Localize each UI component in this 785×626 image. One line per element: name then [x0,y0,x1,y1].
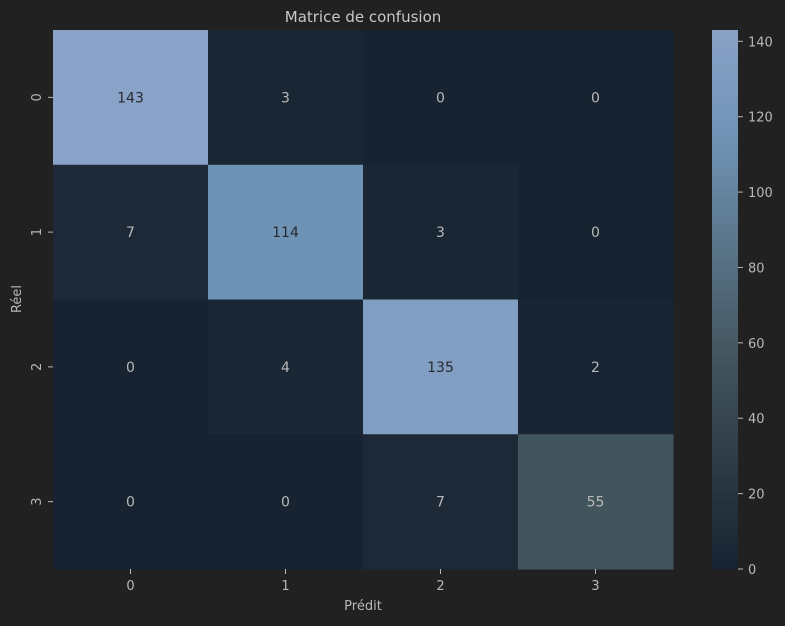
colorbar [712,30,738,569]
heatmap-cell [363,299,519,435]
heatmap-cell [363,434,519,570]
x-axis-label: Prédit [344,599,382,614]
x-tick-label: 0 [126,579,134,594]
y-tick-label: 1 [30,228,45,236]
cell-value-label: 0 [126,495,135,511]
colorbar-tick-label: 140 [748,35,773,50]
cell-value-label: 0 [591,225,600,241]
colorbar-tick-label: 20 [748,488,765,503]
heatmap-cell [208,30,364,166]
y-tick-label: 0 [30,93,45,101]
colorbar-ticks: 0 20 40 60 80 100 120 140 [738,35,773,578]
x-axis-ticks: 0 1 2 3 [126,569,600,594]
cell-value-label: 55 [587,495,605,511]
colorbar-tick-label: 80 [748,261,765,276]
colorbar-tick-label: 40 [748,412,765,427]
cell-value-label: 3 [436,225,445,241]
colorbar-tick-label: 0 [748,563,756,578]
cell-value-label: 0 [591,90,600,106]
heatmap-cell [518,299,674,435]
heatmap-cell [363,30,519,166]
heatmap-cell [53,30,209,166]
cell-value-label: 135 [427,360,454,376]
cell-value-label: 3 [281,90,290,106]
heatmap-cell [363,164,519,300]
cell-value-label: 0 [436,90,445,106]
heatmap-cell [518,434,674,570]
heatmap-cell [53,434,209,570]
heatmap-cell [208,434,364,570]
cell-value-label: 0 [281,495,290,511]
cell-value-label: 114 [272,225,299,241]
heatmap-cell [53,299,209,435]
heatmap-cell [518,30,674,166]
heatmap-cell [208,299,364,435]
y-axis-ticks: 0 1 2 3 [30,93,53,506]
x-tick-label: 2 [436,579,444,594]
colorbar-tick-label: 60 [748,337,765,352]
heatmap-cell [208,164,364,300]
cell-value-label: 2 [591,360,600,376]
cell-value-label: 4 [281,360,290,376]
colorbar-tick-label: 100 [748,186,773,201]
heatmap-cell [53,164,209,300]
cell-value-label: 0 [126,360,135,376]
colorbar-tick-label: 120 [748,111,773,126]
y-tick-label: 3 [30,497,45,505]
cell-value-label: 143 [117,90,144,106]
heatmap-cell [518,164,674,300]
cell-value-label: 7 [126,225,135,241]
chart-title: Matrice de confusion [285,8,442,26]
y-axis-label: Réel [10,285,25,313]
heatmap-cells: 143 3 0 0 7 114 3 0 0 4 135 2 0 0 7 55 [53,30,674,570]
cell-value-label: 7 [436,495,445,511]
x-tick-label: 3 [591,579,599,594]
y-tick-label: 2 [30,363,45,371]
x-tick-label: 1 [281,579,289,594]
